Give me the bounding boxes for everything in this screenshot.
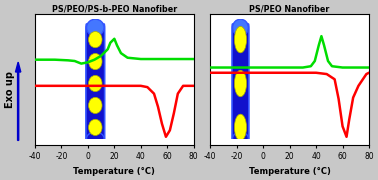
X-axis label: Temperature (°C): Temperature (°C) [73, 167, 155, 176]
Title: PS/PEO/PS-b-PEO Nanofiber: PS/PEO/PS-b-PEO Nanofiber [52, 4, 177, 13]
Title: PS/PEO Nanofiber: PS/PEO Nanofiber [249, 4, 330, 13]
X-axis label: Temperature (°C): Temperature (°C) [249, 167, 331, 176]
Text: Exo up: Exo up [5, 71, 14, 109]
